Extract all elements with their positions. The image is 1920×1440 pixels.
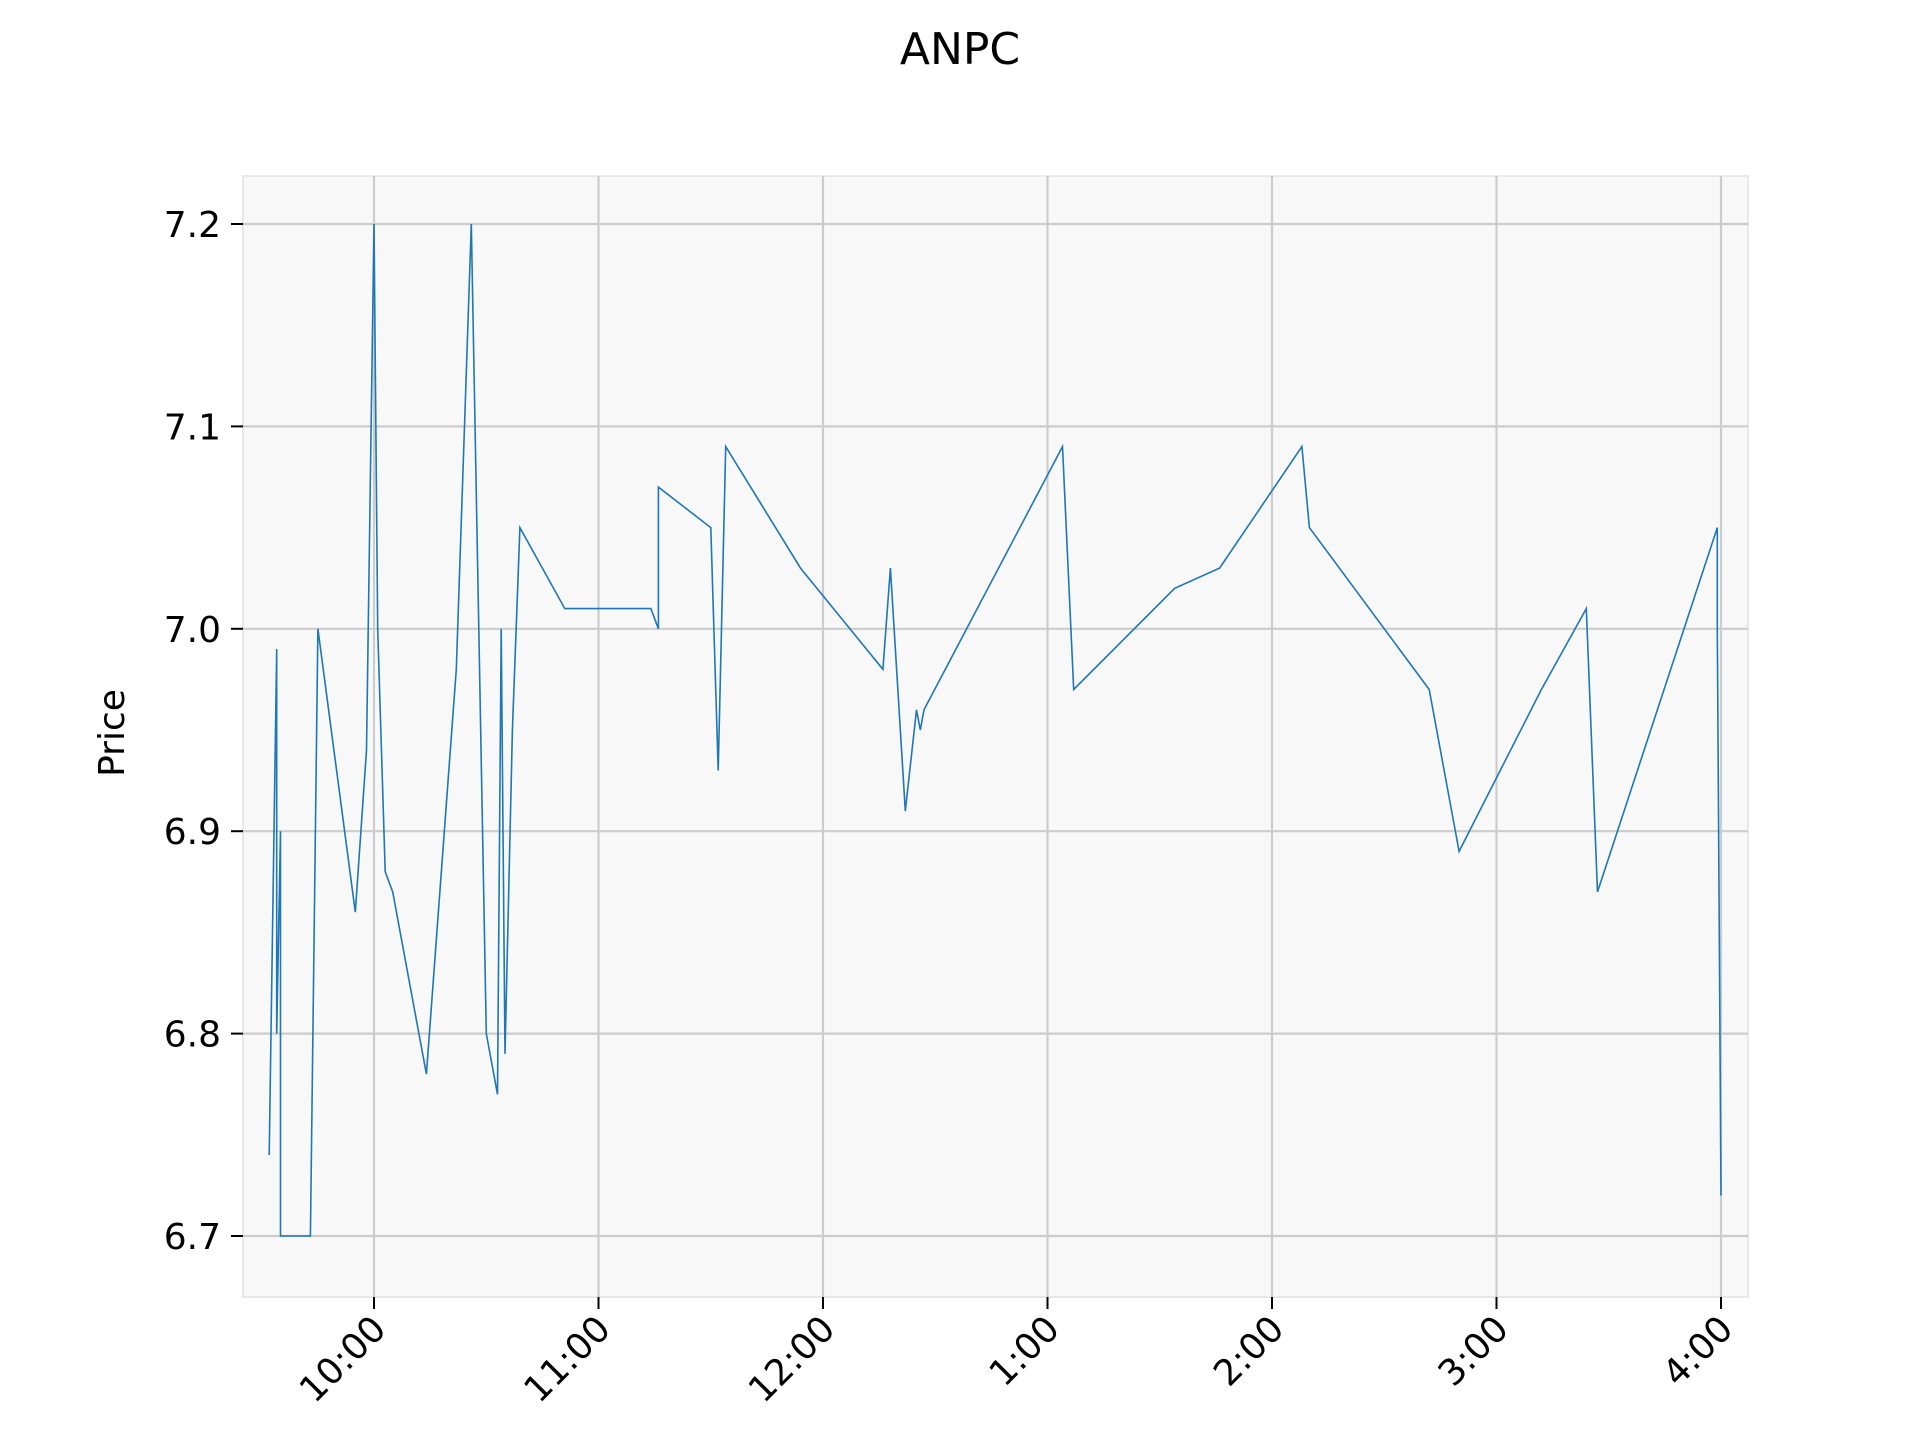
y-tick-label: 6.7	[164, 1217, 221, 1258]
grid	[243, 176, 1748, 1297]
y-tick-label: 7.2	[164, 205, 221, 246]
plot-area	[242, 175, 1749, 1298]
y-tick-label: 6.8	[164, 1015, 221, 1056]
y-axis: 6.7 6.8 6.9 7.0 7.1 7.2	[164, 205, 243, 1258]
price-series-line	[268, 223, 1722, 1237]
y-tick-label: 7.1	[164, 407, 221, 448]
chart-title: ANPC	[900, 24, 1020, 75]
y-axis-label: Price	[92, 689, 133, 777]
y-tick-label: 6.9	[164, 812, 221, 853]
series-layer	[268, 223, 1722, 1237]
y-tick-label: 7.0	[164, 610, 221, 651]
